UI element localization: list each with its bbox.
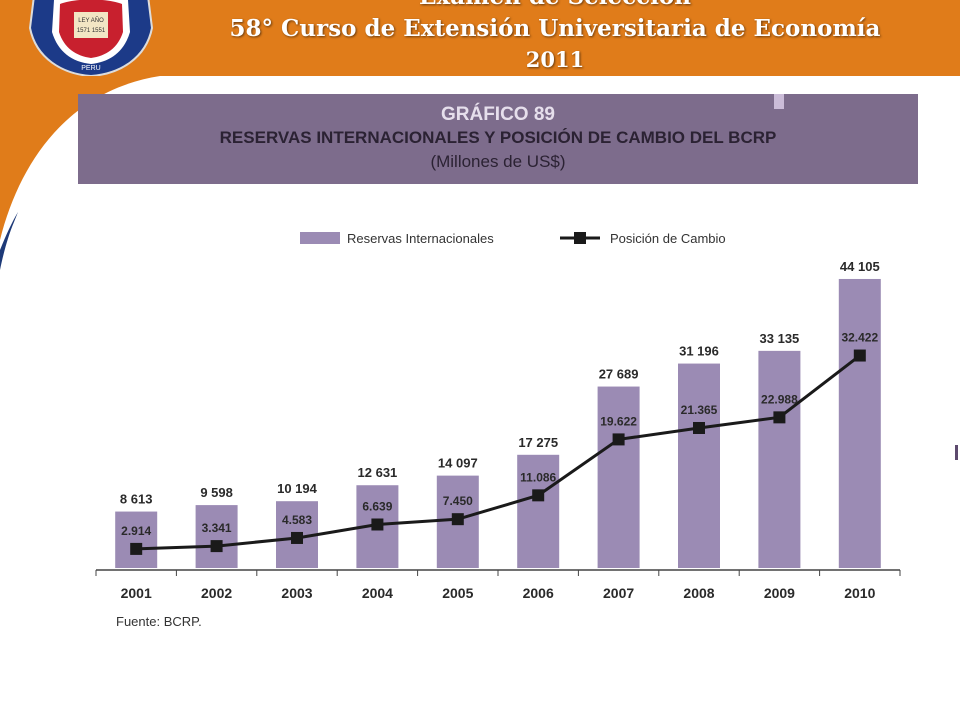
line-posicion-de-cambio xyxy=(136,354,861,551)
bar-value-label-2004: 12 631 xyxy=(358,465,398,480)
bar-2007 xyxy=(597,386,640,568)
chart-number-label: GRÁFICO 89 xyxy=(440,104,556,125)
line-marker-2008 xyxy=(693,421,705,434)
slide-title-line1: Examen de Selección xyxy=(160,0,950,10)
line-marker-2010 xyxy=(853,349,866,362)
university-crest-logo: LEY AÑO 1571 1551 PERU xyxy=(28,0,154,76)
x-tick-label-2004: 2004 xyxy=(362,585,393,601)
bar-value-label-2001: 8 613 xyxy=(120,492,153,507)
legend-marker-swatch xyxy=(574,232,586,244)
bar-2008 xyxy=(678,363,720,568)
x-tick-label-2010: 2010 xyxy=(844,585,875,601)
bar-value-label-2002: 9 598 xyxy=(200,485,233,500)
line-marker-2009 xyxy=(773,411,786,424)
line-marker-2007 xyxy=(612,433,625,446)
bar-2001 xyxy=(115,511,158,568)
x-tick-label-2008: 2008 xyxy=(683,585,714,601)
edge-mark-decoration xyxy=(955,445,958,460)
chart-title: RESERVAS INTERNACIONALES Y POSICIÓN DE C… xyxy=(219,128,777,147)
svg-text:PERU: PERU xyxy=(81,65,100,72)
x-tick-label-2003: 2003 xyxy=(281,585,312,601)
svg-text:LEY AÑO: LEY AÑO xyxy=(78,17,104,24)
x-tick-label-2007: 2007 xyxy=(603,585,634,601)
bar-value-label-2008: 31 196 xyxy=(679,344,719,359)
line-value-label-2005: 7.450 xyxy=(443,494,473,508)
chart-subtitle: (Millones de US$) xyxy=(430,152,566,171)
legend-label-line: Posición de Cambio xyxy=(610,231,726,246)
bar-value-label-2010: 44 105 xyxy=(840,259,880,274)
line-value-label-2007: 19.622 xyxy=(600,414,637,428)
chart-source-note: Fuente: BCRP. xyxy=(116,614,202,629)
bar-value-label-2003: 10 194 xyxy=(277,481,318,496)
line-value-label-2006: 11.086 xyxy=(520,470,556,484)
line-marker-2001 xyxy=(130,542,143,555)
x-tick-label-2005: 2005 xyxy=(442,585,473,601)
line-marker-2002 xyxy=(210,540,223,553)
bar-value-label-2007: 27 689 xyxy=(599,367,639,382)
line-marker-2003 xyxy=(291,531,303,544)
x-tick-label-2006: 2006 xyxy=(523,585,554,601)
header-band xyxy=(0,0,960,76)
svg-text:1571 1551: 1571 1551 xyxy=(77,28,106,34)
line-marker-2005 xyxy=(451,513,464,526)
slide-title-line3: 2011 xyxy=(525,47,585,72)
bar-2010 xyxy=(838,278,881,568)
line-value-label-2010: 32.422 xyxy=(841,331,878,345)
chart-header: GRÁFICO 89 RESERVAS INTERNACIONALES Y PO… xyxy=(78,94,918,184)
line-marker-2004 xyxy=(371,518,384,531)
line-value-label-2003: 4.583 xyxy=(282,513,312,527)
bar-value-label-2005: 14 097 xyxy=(438,456,478,471)
line-marker-2006 xyxy=(532,489,545,502)
bar-value-label-2009: 33 135 xyxy=(760,331,800,346)
line-value-label-2001: 2.914 xyxy=(121,524,151,538)
line-value-label-2002: 3.341 xyxy=(202,521,232,535)
bar-2002 xyxy=(195,505,238,568)
line-value-label-2008: 21.365 xyxy=(681,403,718,417)
bar-2009 xyxy=(758,350,801,568)
chart-header-tab-decoration xyxy=(774,94,784,109)
bar-2006 xyxy=(517,454,560,568)
slide-title-line2: 58° Curso de Extensión Universitaria de … xyxy=(229,15,881,42)
x-tick-label-2009: 2009 xyxy=(764,585,795,601)
line-value-label-2004: 6.639 xyxy=(362,499,392,513)
bar-value-label-2006: 17 275 xyxy=(518,435,558,450)
legend-swatch-bars xyxy=(300,232,340,244)
x-tick-label-2002: 2002 xyxy=(201,585,232,601)
legend-label-bars: Reservas Internacionales xyxy=(347,231,494,246)
x-tick-label-2001: 2001 xyxy=(121,585,152,601)
line-value-label-2009: 22.988 xyxy=(761,392,798,406)
